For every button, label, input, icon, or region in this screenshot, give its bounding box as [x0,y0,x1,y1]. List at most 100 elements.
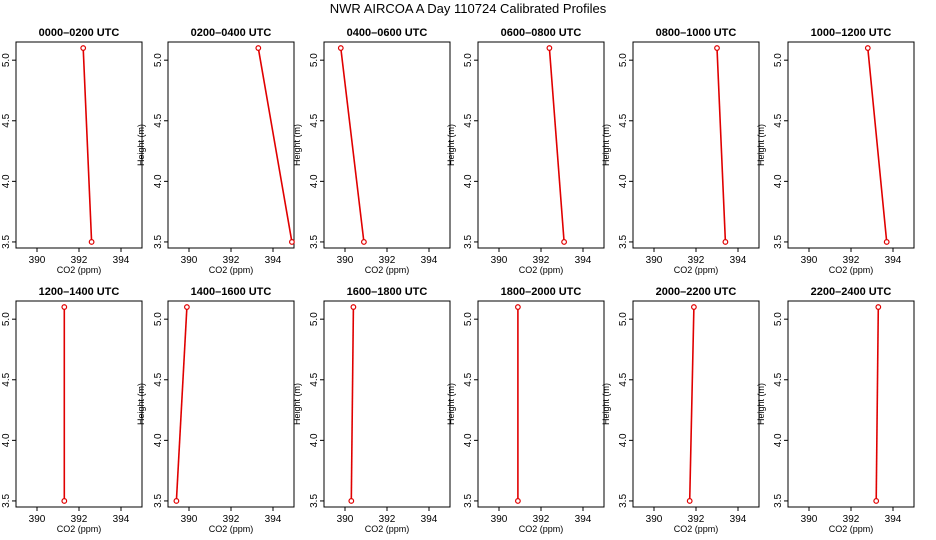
chart-panel: 0000–0200 UTC 390 392 394 3.5 4.0 4.5 5.0 CO2 (p… [1,27,143,275]
data-point [546,45,553,51]
data-point [722,239,729,245]
data-point [361,239,367,245]
data-point [348,498,355,504]
y-tick-label: 5.0 [618,53,629,67]
x-tick-label: 392 [223,255,240,266]
y-tick-label: 5.0 [773,53,784,67]
y-tick-label: 3.5 [309,494,320,508]
y-tick-label: 4.0 [463,174,474,188]
x-axis-label: CO2 (ppm) [365,265,410,275]
data-point [883,239,890,245]
y-axis-label: Height (m) [756,124,766,166]
x-tick-label: 394 [113,514,130,525]
y-tick-label: 4.5 [618,113,629,127]
y-tick-label: 4.0 [153,174,164,188]
x-tick-label: 390 [491,514,508,525]
x-tick-label: 392 [843,514,860,525]
chart-panel: 1200–1400 UTC 390 392 394 3.5 4.0 4.5 5.0 CO2 (p… [1,286,143,534]
x-tick-label: 392 [379,255,396,266]
panel-title: 0200–0400 UTC [191,27,272,39]
x-tick-label: 394 [885,255,902,266]
y-tick-label: 3.5 [618,494,629,508]
profile-line [175,307,188,501]
x-axis-label: CO2 (ppm) [829,265,874,275]
y-tick-label: 4.5 [463,113,474,127]
panel-title: 0000–0200 UTC [39,27,120,39]
plot-frame [477,300,605,508]
x-tick-label: 392 [533,514,550,525]
x-tick-label: 392 [71,514,88,525]
y-tick-label: 3.5 [153,235,164,249]
y-tick-label: 5.0 [153,53,164,67]
x-tick-label: 390 [801,255,818,266]
x-axis-label: CO2 (ppm) [365,524,410,534]
y-tick-label: 4.5 [618,372,629,386]
data-point [691,304,697,310]
y-axis-label: Height (m) [756,383,766,425]
profile-line [688,307,695,501]
y-tick-label: 3.5 [773,494,784,508]
plot-frame [323,300,451,508]
panel-title: 1400–1600 UTC [191,286,272,298]
chart-panel: 0400–0600 UTC 390 392 394 3.5 4.0 4.5 5.0 CO2 (p… [292,27,451,275]
y-axis-label: Height (m) [136,124,146,166]
chart-panel: 1000–1200 UTC 390 392 394 3.5 4.0 4.5 5.0 CO2 (p… [756,27,915,275]
y-tick-label: 4.5 [1,113,12,127]
x-tick-label: 390 [29,255,46,266]
x-axis-label: CO2 (ppm) [519,524,564,534]
profile-line [548,47,565,243]
y-tick-label: 3.5 [463,494,474,508]
data-point [873,498,880,504]
x-tick-label: 390 [646,514,663,525]
plot-frame [632,41,760,249]
x-tick-label: 390 [491,255,508,266]
y-tick-label: 4.5 [1,372,12,386]
x-tick-label: 390 [29,514,46,525]
x-tick-label: 392 [533,255,550,266]
y-tick-label: 4.5 [153,113,164,127]
y-tick-label: 4.0 [153,433,164,447]
x-tick-label: 390 [646,255,663,266]
x-tick-label: 392 [688,255,705,266]
data-point [80,45,87,51]
data-point [289,239,295,245]
y-tick-label: 4.0 [773,174,784,188]
chart-panel: 0600–0800 UTC 390 392 394 3.5 4.0 4.5 5.0 CO2 (p… [446,27,605,275]
y-tick-label: 4.0 [618,174,629,188]
plot-frame [787,41,915,249]
data-point [875,304,882,310]
x-tick-label: 392 [379,514,396,525]
data-point [686,498,693,504]
panel-title: 0800–1000 UTC [656,27,737,39]
y-tick-label: 5.0 [463,53,474,67]
data-point [337,45,344,51]
x-tick-label: 394 [575,255,592,266]
profile-line [867,47,888,243]
data-point [61,498,68,504]
x-axis-label: CO2 (ppm) [674,524,719,534]
panel-title: 2200–2400 UTC [811,286,892,298]
y-tick-label: 5.0 [463,312,474,326]
panel-title: 2000–2200 UTC [656,286,737,298]
y-tick-label: 4.0 [618,433,629,447]
panel-title: 0600–0800 UTC [501,27,582,39]
plot-frame [15,300,143,508]
x-tick-label: 392 [223,514,240,525]
profile-line [340,47,365,243]
y-axis-label: Height (m) [292,124,302,166]
profile-line [257,47,293,243]
x-axis-label: CO2 (ppm) [209,524,254,534]
y-tick-label: 4.5 [309,113,320,127]
y-tick-label: 3.5 [1,235,12,249]
x-axis-label: CO2 (ppm) [57,524,102,534]
data-point [88,239,95,245]
y-tick-label: 4.5 [463,372,474,386]
data-point [864,45,871,51]
x-axis-label: CO2 (ppm) [209,265,254,275]
chart-panel: 0800–1000 UTC 390 392 394 3.5 4.0 4.5 5.0 CO2 (p… [601,27,760,275]
y-tick-label: 5.0 [153,312,164,326]
x-axis-label: CO2 (ppm) [829,524,874,534]
y-tick-label: 4.0 [463,433,474,447]
x-axis-label: CO2 (ppm) [519,265,564,275]
